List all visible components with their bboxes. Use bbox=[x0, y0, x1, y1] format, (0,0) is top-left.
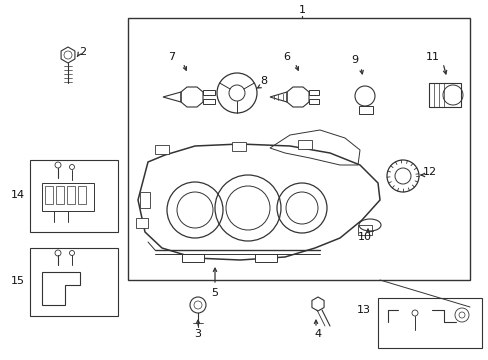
Text: 6: 6 bbox=[283, 52, 290, 62]
Text: 7: 7 bbox=[168, 52, 175, 62]
Text: 14: 14 bbox=[11, 190, 25, 200]
Text: 12: 12 bbox=[422, 167, 436, 177]
Bar bbox=[45, 186, 53, 204]
Bar bbox=[297, 140, 311, 149]
Bar bbox=[203, 90, 215, 95]
Bar bbox=[182, 254, 203, 262]
Bar bbox=[231, 142, 245, 151]
Bar bbox=[203, 99, 215, 104]
Bar bbox=[308, 90, 318, 95]
Text: 8: 8 bbox=[260, 76, 267, 86]
Bar bbox=[56, 186, 64, 204]
Bar bbox=[30, 160, 118, 232]
Bar bbox=[128, 18, 469, 280]
Bar bbox=[358, 106, 372, 114]
Text: 4: 4 bbox=[314, 329, 321, 339]
Bar bbox=[67, 186, 75, 204]
Bar bbox=[136, 218, 148, 228]
Bar bbox=[428, 83, 460, 107]
Bar bbox=[140, 192, 150, 208]
Text: 5: 5 bbox=[211, 288, 218, 298]
Text: 2: 2 bbox=[79, 47, 86, 57]
Text: 9: 9 bbox=[351, 55, 358, 65]
Bar bbox=[308, 99, 318, 104]
Text: 13: 13 bbox=[356, 305, 370, 315]
Text: 1: 1 bbox=[298, 5, 305, 15]
Bar bbox=[42, 183, 94, 211]
Bar bbox=[377, 298, 481, 348]
Text: 3: 3 bbox=[194, 329, 201, 339]
Text: 10: 10 bbox=[357, 232, 371, 242]
Text: 11: 11 bbox=[425, 52, 439, 62]
Bar bbox=[357, 225, 371, 235]
Bar bbox=[155, 145, 169, 154]
Bar bbox=[30, 248, 118, 316]
Text: 15: 15 bbox=[11, 276, 25, 286]
Bar bbox=[254, 254, 276, 262]
Bar bbox=[78, 186, 86, 204]
